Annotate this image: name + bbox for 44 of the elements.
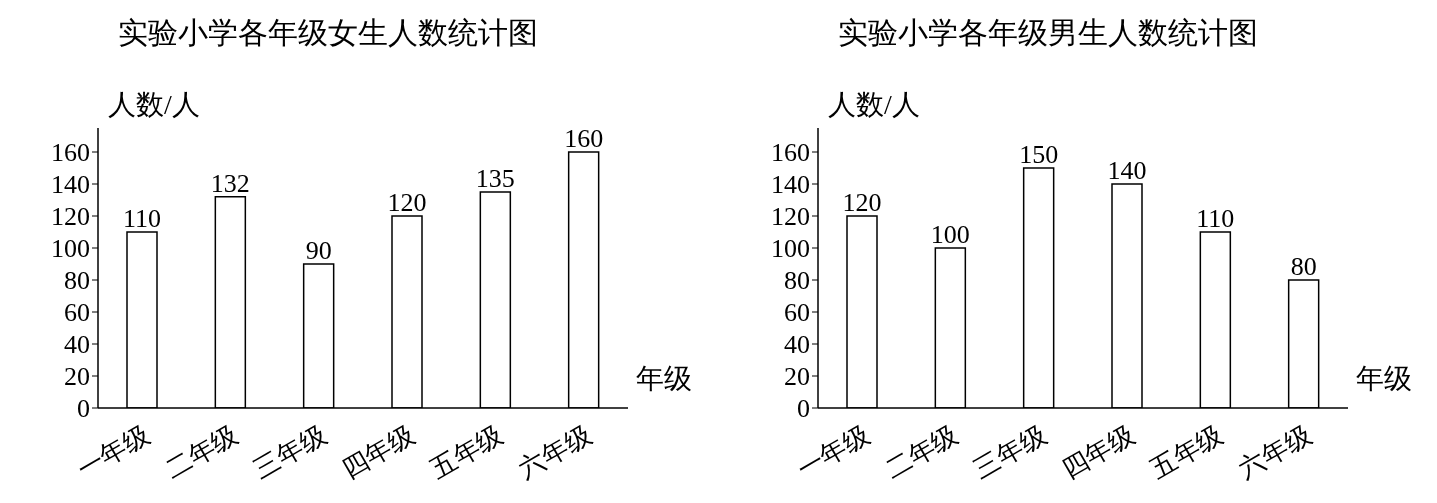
y-tick-label: 140 — [51, 170, 90, 200]
y-tick-label: 40 — [784, 330, 810, 360]
x-axis-title: 年级 — [1356, 362, 1412, 396]
y-tick-label: 80 — [784, 266, 810, 296]
y-tick-label: 120 — [51, 202, 90, 232]
x-axis-title: 年级 — [636, 362, 692, 396]
data-label: 100 — [930, 220, 970, 249]
x-tick-label: 二年级 — [160, 420, 243, 485]
y-tick-label: 140 — [771, 170, 810, 200]
data-label: 110 — [1196, 204, 1235, 233]
y-tick-label: 60 — [64, 298, 90, 328]
y-tick-label: 100 — [51, 234, 90, 264]
data-label: 140 — [1107, 156, 1147, 185]
x-tick-label: 三年级 — [968, 420, 1052, 485]
x-tick-label: 五年级 — [425, 420, 508, 485]
data-label: 120 — [842, 188, 882, 217]
y-tick-label: 160 — [51, 138, 90, 168]
data-label: 110 — [122, 204, 162, 233]
y-tick-label: 120 — [771, 202, 810, 232]
data-label: 80 — [1290, 252, 1317, 281]
x-tick-label: 四年级 — [1057, 420, 1140, 485]
data-label: 150 — [1019, 140, 1059, 169]
data-label: 132 — [210, 168, 250, 198]
data-label: 90 — [305, 236, 332, 265]
y-tick-label: 20 — [64, 362, 90, 392]
x-tick-label: 四年级 — [337, 420, 420, 485]
data-label: 160 — [564, 124, 604, 153]
x-tick-label: 六年级 — [1233, 420, 1317, 485]
x-tick-label: 三年级 — [248, 420, 332, 485]
chart-title: 实验小学各年级女生人数统计图 — [117, 15, 539, 51]
chart-title: 实验小学各年级男生人数统计图 — [837, 15, 1259, 51]
y-axis-title: 人数/人 — [828, 88, 920, 122]
y-axis-title: 人数/人 — [108, 88, 200, 122]
y-tick-label: 80 — [64, 266, 90, 296]
y-tick-label: 60 — [784, 298, 810, 328]
x-tick-label: 五年级 — [1145, 420, 1228, 485]
y-tick-label: 40 — [64, 330, 90, 360]
y-tick-label: 160 — [771, 138, 810, 168]
x-tick-label: 二年级 — [880, 420, 963, 485]
y-tick-label: 20 — [784, 362, 810, 392]
y-tick-label: 100 — [771, 234, 810, 264]
data-label: 135 — [475, 164, 515, 193]
data-label: 120 — [387, 188, 427, 217]
x-tick-label: 六年级 — [513, 420, 597, 485]
